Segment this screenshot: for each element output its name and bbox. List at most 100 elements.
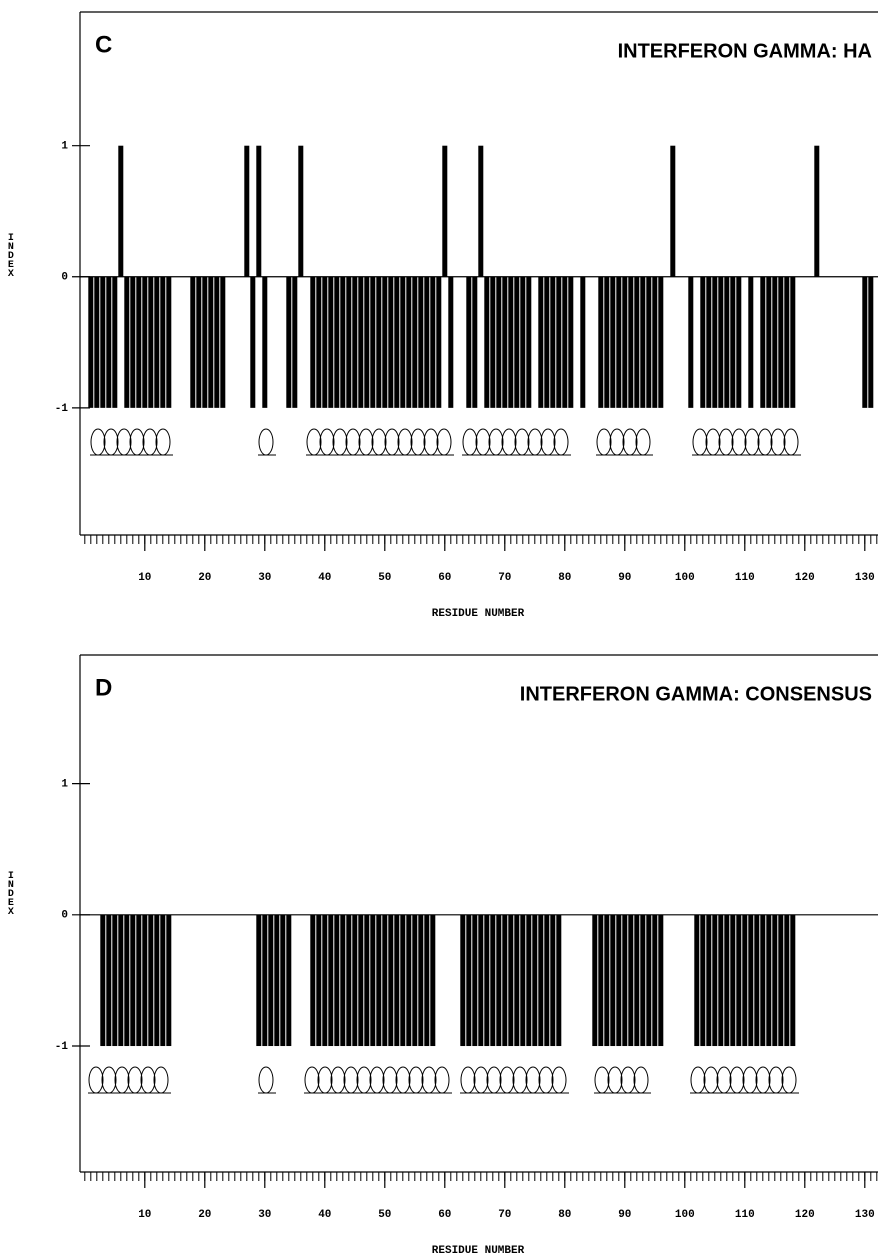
helix-loop	[596, 428, 612, 456]
bar	[262, 276, 268, 408]
bar	[484, 914, 490, 1047]
bar	[538, 914, 544, 1047]
bar	[424, 276, 430, 408]
bar	[646, 914, 652, 1047]
bar	[580, 276, 586, 408]
helix-loop	[88, 1066, 104, 1094]
helix-loop	[460, 1066, 476, 1094]
bar	[148, 276, 154, 408]
bar	[562, 276, 568, 408]
bar	[670, 145, 676, 277]
bar	[328, 914, 334, 1047]
bar	[136, 276, 142, 408]
helix-loop	[622, 428, 638, 456]
helix-loop	[486, 1066, 502, 1094]
bar	[760, 914, 766, 1047]
bar	[616, 276, 622, 408]
bar	[730, 914, 736, 1047]
helix-loop	[127, 1066, 143, 1094]
bar	[118, 914, 124, 1047]
helix-loop	[692, 428, 708, 456]
bar	[556, 276, 562, 408]
bar	[220, 276, 226, 408]
helix-loop	[620, 1066, 636, 1094]
bar	[472, 914, 478, 1047]
bar	[370, 276, 376, 408]
helix-loop	[332, 428, 348, 456]
bar	[862, 276, 868, 408]
bar	[430, 276, 436, 408]
helix-loop	[155, 428, 171, 456]
helix-loop	[607, 1066, 623, 1094]
bar	[388, 914, 394, 1047]
bar	[766, 914, 772, 1047]
panel: C INTERFERON GAMMA: HA INDEX RESIDUE NUMBER…	[5, 11, 878, 620]
panel-letter: D	[95, 674, 112, 701]
helix-loop	[551, 1066, 567, 1094]
bar	[106, 276, 112, 408]
helix-loop	[129, 428, 145, 456]
helix-loop	[421, 1066, 437, 1094]
bar	[346, 276, 352, 408]
x-tick-label: 100	[675, 1209, 695, 1221]
bar	[604, 914, 610, 1047]
bar	[370, 914, 376, 1047]
bar	[748, 914, 754, 1047]
bar	[460, 914, 466, 1047]
bar	[748, 276, 754, 408]
x-tick-label: 130	[855, 1209, 875, 1221]
helix-loop	[488, 428, 504, 456]
helix-loop	[527, 428, 543, 456]
bar	[418, 914, 424, 1047]
bar	[658, 276, 664, 408]
bar	[340, 914, 346, 1047]
bar	[610, 914, 616, 1047]
helix-loop	[369, 1066, 385, 1094]
x-tick-label: 30	[258, 1209, 271, 1221]
bar	[772, 914, 778, 1047]
x-axis-label: RESIDUE NUMBER	[432, 1245, 525, 1257]
x-tick-label: 20	[198, 1209, 211, 1221]
helix-loop	[258, 1066, 274, 1094]
bar	[598, 914, 604, 1047]
bar	[442, 145, 448, 277]
y-tick-label: -1	[55, 403, 69, 415]
x-tick-label: 40	[318, 572, 331, 584]
bar	[634, 276, 640, 408]
helix-loop	[304, 1066, 320, 1094]
bar	[334, 276, 340, 408]
helix-loop	[718, 428, 734, 456]
bar	[466, 914, 472, 1047]
bar	[592, 914, 598, 1047]
helix-loop	[382, 1066, 398, 1094]
bar	[430, 914, 436, 1047]
helix-loop	[594, 1066, 610, 1094]
bar	[718, 914, 724, 1047]
x-tick-label: 10	[138, 1209, 151, 1221]
helix-loop	[423, 428, 439, 456]
helix-loop	[343, 1066, 359, 1094]
helix-loop	[473, 1066, 489, 1094]
helix-loop	[755, 1066, 771, 1094]
helix-loop	[358, 428, 374, 456]
helix-loop	[140, 1066, 156, 1094]
bar	[142, 914, 148, 1047]
x-tick-label: 10	[138, 572, 151, 584]
helix-loop	[729, 1066, 745, 1094]
x-tick-label: 110	[735, 572, 755, 584]
bar	[364, 914, 370, 1047]
helix-loop	[781, 1066, 797, 1094]
bar	[406, 914, 412, 1047]
helix-loop	[690, 1066, 706, 1094]
helix-loop	[153, 1066, 169, 1094]
bar	[244, 145, 250, 277]
bar	[508, 914, 514, 1047]
x-tick-label: 50	[378, 572, 391, 584]
bar	[250, 276, 256, 408]
bar	[778, 914, 784, 1047]
bar	[700, 276, 706, 408]
bar	[568, 276, 574, 408]
bar	[394, 276, 400, 408]
bar	[778, 276, 784, 408]
helix-loop	[635, 428, 651, 456]
